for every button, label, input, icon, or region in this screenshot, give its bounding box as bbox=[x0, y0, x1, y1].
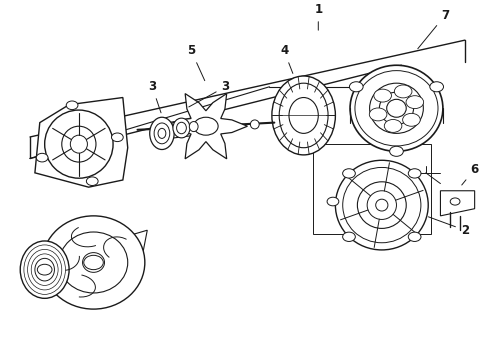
Polygon shape bbox=[441, 191, 475, 216]
Circle shape bbox=[408, 232, 421, 242]
Ellipse shape bbox=[379, 92, 414, 125]
Circle shape bbox=[390, 146, 403, 156]
Ellipse shape bbox=[250, 120, 259, 129]
Ellipse shape bbox=[24, 245, 66, 294]
Ellipse shape bbox=[154, 123, 170, 144]
Ellipse shape bbox=[279, 83, 328, 148]
Text: 2: 2 bbox=[428, 217, 469, 237]
Circle shape bbox=[394, 85, 412, 98]
Ellipse shape bbox=[355, 71, 438, 146]
Ellipse shape bbox=[150, 117, 174, 149]
Ellipse shape bbox=[350, 65, 443, 151]
Ellipse shape bbox=[367, 191, 396, 220]
Ellipse shape bbox=[343, 167, 421, 243]
Polygon shape bbox=[35, 98, 128, 187]
Circle shape bbox=[430, 82, 443, 92]
Text: 5: 5 bbox=[187, 44, 205, 81]
Polygon shape bbox=[164, 94, 247, 159]
Ellipse shape bbox=[173, 118, 190, 138]
Circle shape bbox=[403, 113, 420, 126]
Circle shape bbox=[327, 197, 339, 206]
Ellipse shape bbox=[357, 182, 406, 228]
Polygon shape bbox=[167, 119, 196, 139]
Ellipse shape bbox=[158, 129, 166, 138]
Circle shape bbox=[37, 264, 52, 275]
Ellipse shape bbox=[27, 249, 62, 290]
Ellipse shape bbox=[272, 76, 335, 155]
Ellipse shape bbox=[82, 253, 104, 273]
Circle shape bbox=[369, 108, 387, 121]
Ellipse shape bbox=[62, 126, 96, 162]
Text: 7: 7 bbox=[418, 9, 449, 49]
Circle shape bbox=[349, 82, 363, 92]
Circle shape bbox=[112, 133, 123, 141]
Circle shape bbox=[408, 169, 421, 178]
Ellipse shape bbox=[189, 122, 198, 132]
Ellipse shape bbox=[35, 258, 54, 281]
Circle shape bbox=[384, 120, 402, 132]
Text: 3: 3 bbox=[189, 80, 229, 107]
Circle shape bbox=[84, 255, 103, 270]
Ellipse shape bbox=[20, 241, 69, 298]
Circle shape bbox=[450, 198, 460, 205]
Ellipse shape bbox=[376, 199, 388, 211]
Circle shape bbox=[66, 101, 78, 109]
Text: 4: 4 bbox=[280, 44, 293, 73]
Circle shape bbox=[36, 153, 48, 162]
Ellipse shape bbox=[45, 110, 113, 178]
Ellipse shape bbox=[31, 254, 58, 285]
Text: 3: 3 bbox=[148, 80, 161, 113]
Polygon shape bbox=[94, 230, 147, 298]
Text: 6: 6 bbox=[462, 163, 479, 185]
Circle shape bbox=[406, 96, 424, 109]
Ellipse shape bbox=[59, 232, 128, 293]
Ellipse shape bbox=[169, 125, 174, 131]
Circle shape bbox=[86, 177, 98, 185]
Text: 1: 1 bbox=[314, 3, 322, 30]
Ellipse shape bbox=[176, 122, 186, 134]
Ellipse shape bbox=[335, 160, 428, 250]
Ellipse shape bbox=[42, 216, 145, 309]
Circle shape bbox=[343, 169, 355, 178]
Ellipse shape bbox=[71, 135, 87, 153]
Polygon shape bbox=[314, 144, 431, 234]
Circle shape bbox=[374, 89, 392, 102]
Circle shape bbox=[194, 117, 218, 135]
Ellipse shape bbox=[387, 99, 406, 117]
Circle shape bbox=[343, 232, 355, 242]
Ellipse shape bbox=[369, 83, 423, 134]
Ellipse shape bbox=[289, 98, 318, 134]
